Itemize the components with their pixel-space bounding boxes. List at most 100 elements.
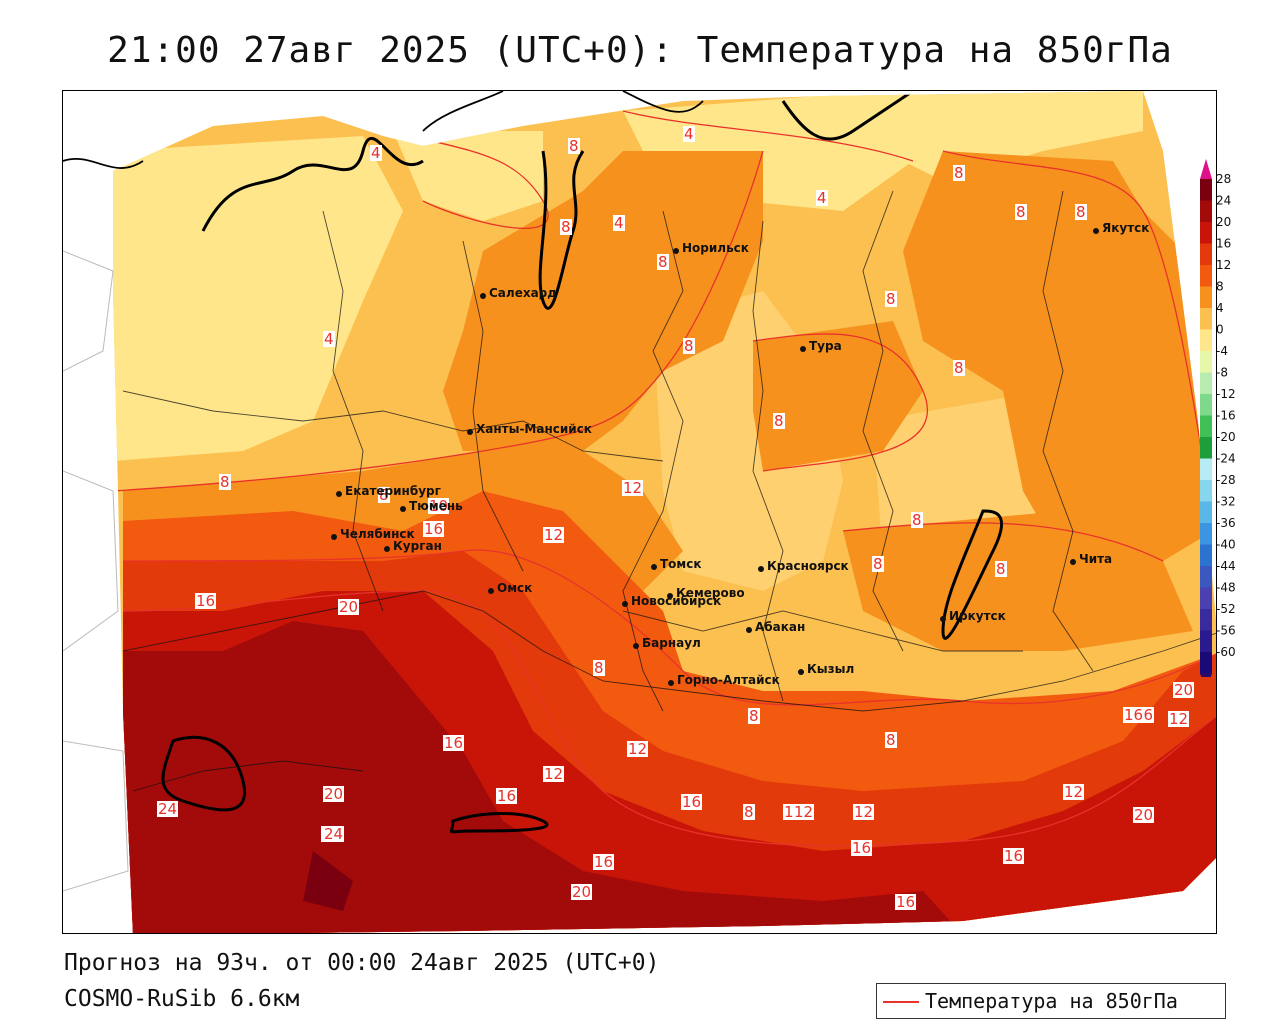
colorbar-swatch: [1200, 394, 1212, 416]
city-dot: [1070, 559, 1076, 565]
colorbar-tick-label: -24: [1216, 452, 1236, 466]
city-name: Горно-Алтайск: [677, 673, 780, 687]
colorbar-tick-label: 20: [1216, 215, 1231, 229]
legend: Температура на 850гПа: [876, 983, 1226, 1019]
city-name: Челябинск: [340, 527, 415, 541]
contour-label: 8: [953, 164, 965, 182]
contour-label: 8: [657, 253, 669, 271]
colorbar-swatch: [1200, 587, 1212, 609]
contour-label: 8: [743, 803, 755, 821]
colorbar-swatch: [1200, 243, 1212, 265]
contour-label: 4: [613, 214, 625, 232]
city-name: Абакан: [755, 620, 806, 634]
contour-label: 12: [1063, 783, 1085, 801]
city-dot: [746, 627, 752, 633]
contour-label: 12: [853, 803, 875, 821]
colorbar-swatch: [1200, 458, 1212, 480]
contour-label: 16: [195, 592, 217, 610]
contour-label: 16: [593, 853, 615, 871]
city-dot: [1093, 228, 1099, 234]
contour-label: 8: [1075, 203, 1087, 221]
city-name: Ханты-Мансийск: [476, 422, 592, 436]
colorbar-swatch: [1200, 437, 1212, 459]
city-dot: [798, 669, 804, 675]
city-name: Чита: [1079, 552, 1113, 566]
legend-label: Температура на 850гПа: [925, 989, 1178, 1013]
city-dot: [331, 534, 337, 540]
colorbar-tick-label: -28: [1216, 473, 1236, 487]
colorbar-swatch: [1200, 329, 1212, 351]
contour-label: 12: [1168, 710, 1190, 728]
city-dot: [480, 293, 486, 299]
contour-label: 16: [423, 520, 445, 538]
contour-label: 16: [1003, 847, 1025, 865]
contour-label: 12: [543, 526, 565, 544]
colorbar-tick-label: -4: [1216, 344, 1228, 358]
contour-label: 16: [851, 839, 873, 857]
colorbar-tick-label: -40: [1216, 538, 1236, 552]
contour-label: 8: [885, 731, 897, 749]
city-name: Якутск: [1102, 221, 1150, 235]
colorbar-tick-label: -36: [1216, 516, 1236, 530]
colorbar-top-arrow: [1200, 159, 1212, 179]
city-dot: [800, 346, 806, 352]
contour-label: 16: [496, 787, 518, 805]
contour-label: 8: [560, 218, 572, 236]
contour-label: 8: [911, 511, 923, 529]
city-name: Красноярск: [767, 559, 849, 573]
colorbar-swatch: [1200, 308, 1212, 330]
contour-label: 8: [953, 359, 965, 377]
city-dot: [400, 506, 406, 512]
contour-label: 4: [683, 125, 695, 143]
colorbar-swatch: [1200, 501, 1212, 523]
contour-label: 8: [1015, 203, 1027, 221]
city-name: Норильск: [682, 241, 749, 255]
city-dot: [667, 593, 673, 599]
colorbar-swatch: [1200, 286, 1212, 308]
colorbar-swatch: [1200, 265, 1212, 287]
city-dot: [633, 643, 639, 649]
colorbar-tick-label: 16: [1216, 237, 1231, 251]
colorbar-swatch: [1200, 372, 1212, 394]
colorbar-tick-label: -12: [1216, 387, 1236, 401]
colorbar-tick-label: -60: [1216, 645, 1236, 659]
colorbar-swatch: [1200, 480, 1212, 502]
city-name: Иркутск: [949, 609, 1006, 623]
colorbar-swatch: [1200, 415, 1212, 437]
contour-label: 12: [627, 740, 649, 758]
contour-label: 12: [543, 765, 565, 783]
contour-label: 8: [593, 659, 605, 677]
contour-label: 4: [370, 144, 382, 162]
map-frame[interactable]: 4 8 4 4 4 8 8 8 4 8 8 8 8 8 8 8 10 16 12 8 12 8 20 8 8 16 8 8 16 12 12…: [62, 90, 1217, 934]
colorbar-tick-label: -56: [1216, 624, 1236, 638]
colorbar-tick-label: 24: [1216, 194, 1231, 208]
colorbar-swatch: [1200, 544, 1212, 566]
colorbar-tick-label: -48: [1216, 581, 1236, 595]
city-dot: [651, 564, 657, 570]
contour-label: 12: [793, 803, 815, 821]
city-dot: [467, 429, 473, 435]
contour-label: 8: [885, 290, 897, 308]
colorbar-tick-label: 28: [1216, 172, 1231, 186]
temperature-map[interactable]: [63, 91, 1217, 934]
forecast-info: Прогноз на 93ч. от 00:00 24авг 2025 (UTC…: [64, 950, 660, 976]
colorbar-tick-label: -32: [1216, 495, 1236, 509]
city-dot: [758, 566, 764, 572]
city-dot: [940, 616, 946, 622]
contour-label: 8: [219, 473, 231, 491]
contour-label: 24: [157, 800, 179, 818]
colorbar-swatch: [1200, 609, 1212, 631]
contour-label: 4: [323, 330, 335, 348]
contour-label: 16: [443, 734, 465, 752]
colorbar-swatch: [1200, 222, 1212, 244]
contour-label: 20: [338, 598, 360, 616]
colorbar-swatch: [1200, 200, 1212, 222]
contour-label: 8: [568, 137, 580, 155]
city-name: Салехард: [489, 286, 557, 300]
colorbar: 28 24 20 16 12 8 4 0 -4 -8 -12 -16 -20 -24 -28 -32 -36 -4…: [1200, 157, 1280, 690]
colorbar-swatch: [1200, 523, 1212, 545]
model-info: COSMO-RuSib 6.6км: [64, 986, 300, 1012]
city-name: Барнаул: [642, 636, 701, 650]
city-name: Тюмень: [409, 499, 463, 513]
contour-label: 4: [816, 189, 828, 207]
